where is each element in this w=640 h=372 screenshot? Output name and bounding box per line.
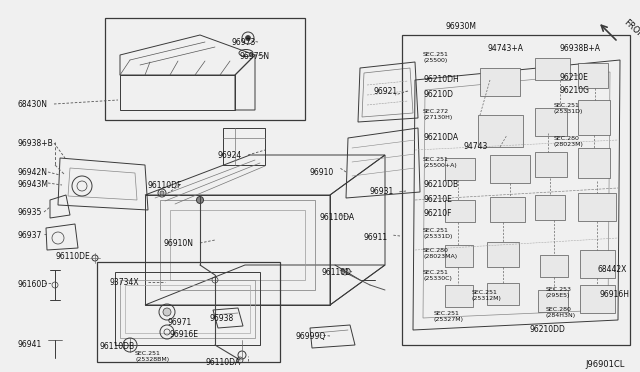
Text: 96941: 96941 [18,340,42,349]
Text: SEC.251
(25327M): SEC.251 (25327M) [434,311,464,322]
Polygon shape [535,195,565,220]
Polygon shape [540,255,568,277]
Polygon shape [578,193,616,221]
Bar [402,35,630,345]
Text: 96210DB: 96210DB [423,180,458,189]
Text: SEC.251
(25500): SEC.251 (25500) [423,52,449,63]
Polygon shape [578,148,610,178]
Text: J96901CL: J96901CL [585,360,625,369]
Polygon shape [535,58,570,80]
Polygon shape [580,285,615,313]
Text: FRONT: FRONT [622,18,640,44]
Polygon shape [490,155,530,183]
Text: 96210D: 96210D [423,90,453,99]
Text: 96938+B: 96938+B [18,139,54,148]
Text: SEC.253
(295E5): SEC.253 (295E5) [546,287,572,298]
Polygon shape [580,250,615,278]
Bar [97,262,280,362]
Text: 96110DA: 96110DA [205,358,240,367]
Text: 96975N: 96975N [240,52,270,61]
Text: 96110D: 96110D [322,268,352,277]
Text: 93734X: 93734X [110,278,140,287]
Polygon shape [578,63,608,88]
Text: 96937: 96937 [18,231,42,240]
Circle shape [163,308,171,316]
Text: 96210DA: 96210DA [423,133,458,142]
Polygon shape [478,115,523,147]
Polygon shape [535,108,567,136]
Text: SEC.251
(25500+A): SEC.251 (25500+A) [423,157,457,168]
Polygon shape [445,200,475,222]
Polygon shape [445,285,473,307]
Text: 96971: 96971 [167,318,191,327]
Polygon shape [535,152,567,177]
Text: SEC.251
(25330C): SEC.251 (25330C) [423,270,452,281]
Text: 96210DH: 96210DH [423,75,459,84]
Circle shape [246,35,250,41]
Text: 94743+A: 94743+A [487,44,523,53]
Text: 96210G: 96210G [559,86,589,95]
Polygon shape [480,68,520,96]
Polygon shape [487,283,519,305]
Text: 96935: 96935 [18,208,42,217]
Text: 96160D: 96160D [18,280,48,289]
Text: 68430N: 68430N [18,100,48,109]
Polygon shape [445,158,475,180]
Text: 96943M: 96943M [18,180,49,189]
Polygon shape [487,242,519,267]
Text: 96999Q: 96999Q [295,332,325,341]
Bar [105,18,305,120]
Text: 96910N: 96910N [163,239,193,248]
Circle shape [160,191,164,195]
Text: SEC.280
(28023MA): SEC.280 (28023MA) [423,248,457,259]
Polygon shape [490,197,525,222]
Text: 96210E: 96210E [559,73,588,82]
Text: SEC.280
(28023M): SEC.280 (28023M) [554,136,584,147]
Text: 96210DD: 96210DD [530,325,566,334]
Text: SEC.251
(25331D): SEC.251 (25331D) [554,103,584,114]
Text: 94743: 94743 [463,142,488,151]
Text: SEC.272
(27130H): SEC.272 (27130H) [423,109,452,120]
Text: 96110DA: 96110DA [320,213,355,222]
Polygon shape [538,290,568,312]
Text: 96110DE: 96110DE [55,252,90,261]
Text: 96210F: 96210F [423,209,451,218]
Text: 96924: 96924 [218,151,243,160]
Text: 96911: 96911 [364,233,388,242]
Text: 96938B+A: 96938B+A [559,44,600,53]
Text: 96938: 96938 [210,314,234,323]
Text: 96110DF: 96110DF [148,181,182,190]
Text: 96910: 96910 [310,168,334,177]
Text: 96921: 96921 [373,87,397,96]
Text: 96916E: 96916E [170,330,199,339]
Circle shape [196,196,204,203]
Text: 96973: 96973 [231,38,255,47]
Polygon shape [445,245,473,267]
Text: SEC.251
(25331D): SEC.251 (25331D) [423,228,452,239]
Polygon shape [578,100,610,135]
Text: 96210E: 96210E [423,195,452,204]
Text: 96916H: 96916H [599,290,629,299]
Text: 96930M: 96930M [446,22,477,31]
Text: 68442X: 68442X [597,265,627,274]
Text: 96110DB: 96110DB [100,342,135,351]
Text: SEC.251
(25312M): SEC.251 (25312M) [472,290,502,301]
Text: SEC.251
(25328BM): SEC.251 (25328BM) [135,351,169,362]
Text: 96942N: 96942N [18,168,48,177]
Text: 96931: 96931 [370,187,394,196]
Text: SEC.280
(284H3N): SEC.280 (284H3N) [546,307,576,318]
